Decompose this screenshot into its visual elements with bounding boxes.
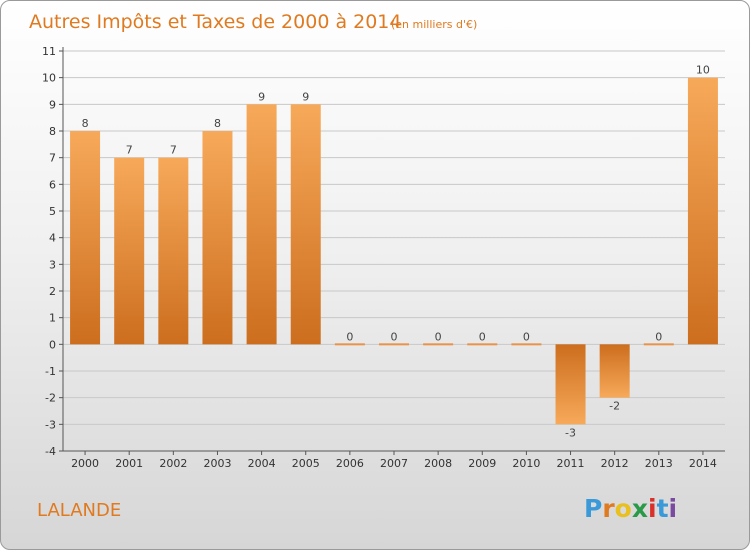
data-label: 0 xyxy=(479,330,486,343)
bar xyxy=(290,104,321,345)
x-tick-label: 2012 xyxy=(601,457,629,470)
y-tick-label: 7 xyxy=(49,152,56,165)
data-label: -3 xyxy=(565,426,576,439)
y-tick-label: -1 xyxy=(45,365,56,378)
x-tick-label: 2014 xyxy=(689,457,717,470)
logo-letter: P xyxy=(584,494,602,523)
bar xyxy=(555,344,586,425)
data-label: -2 xyxy=(609,400,620,413)
bar xyxy=(158,157,189,345)
data-label: 0 xyxy=(523,330,530,343)
y-tick-label: 0 xyxy=(49,338,56,351)
data-label: 7 xyxy=(170,144,177,157)
y-tick-label: -2 xyxy=(45,392,56,405)
y-tick-label: -3 xyxy=(45,418,56,431)
data-label: 0 xyxy=(655,330,662,343)
x-tick-label: 2002 xyxy=(159,457,187,470)
data-label: 9 xyxy=(302,90,309,103)
x-tick-label: 2011 xyxy=(557,457,585,470)
data-labels: 8 7 7 8 9 9 0 0 0 0 0 -3 -2 0 10 xyxy=(82,64,710,440)
x-tick-label: 2007 xyxy=(380,457,408,470)
data-label: 0 xyxy=(346,330,353,343)
bar xyxy=(202,131,233,345)
x-tick-label: 2006 xyxy=(336,457,364,470)
data-label: 0 xyxy=(391,330,398,343)
axes xyxy=(59,47,725,455)
y-tick-label: 11 xyxy=(42,45,56,58)
x-tick-label: 2005 xyxy=(292,457,320,470)
proxiti-logo: Proxiti xyxy=(584,494,677,523)
x-tick-label: 2000 xyxy=(71,457,99,470)
data-label: 8 xyxy=(214,117,221,130)
bar xyxy=(643,343,674,346)
logo-letter: i xyxy=(648,494,657,523)
x-tick-label: 2004 xyxy=(248,457,276,470)
logo-letter: t xyxy=(657,494,669,523)
data-label: 7 xyxy=(126,144,133,157)
y-tick-label: 9 xyxy=(49,98,56,111)
location-label: LALANDE xyxy=(37,500,121,521)
bar xyxy=(467,343,498,346)
y-tick-label: 5 xyxy=(49,205,56,218)
bar xyxy=(511,343,542,346)
y-tick-label: 2 xyxy=(49,285,56,298)
x-tick-label: 2013 xyxy=(645,457,673,470)
logo-letter: i xyxy=(669,494,678,523)
bar xyxy=(599,344,630,398)
y-tick-label: 4 xyxy=(49,232,56,245)
data-label: 9 xyxy=(258,90,265,103)
logo-letter: x xyxy=(632,494,648,523)
x-tick-label: 2008 xyxy=(424,457,452,470)
x-tick-label: 2001 xyxy=(115,457,143,470)
y-tick-label: 8 xyxy=(49,125,56,138)
y-tick-label: -4 xyxy=(45,445,56,458)
x-tick-label: 2010 xyxy=(512,457,540,470)
bar xyxy=(114,157,145,345)
y-tick-label: 6 xyxy=(49,178,56,191)
y-tick-label: 10 xyxy=(42,72,56,85)
bar xyxy=(70,131,101,345)
x-tick-label: 2009 xyxy=(468,457,496,470)
bar xyxy=(423,343,454,346)
chart-title: Autres Impôts et Taxes de 2000 à 2014 xyxy=(29,11,402,33)
bars xyxy=(70,77,718,425)
bar xyxy=(334,343,365,346)
x-tick-label: 2003 xyxy=(203,457,231,470)
chart-unit: (en milliers d'€) xyxy=(391,18,477,31)
y-tick-label: 1 xyxy=(49,312,56,325)
logo-letter: r xyxy=(602,494,615,523)
x-tick-labels: 2000 2001 2002 2003 2004 2005 2006 2007 2008 2009… xyxy=(71,457,717,470)
data-label: 0 xyxy=(435,330,442,343)
logo-letter: o xyxy=(615,494,632,523)
bar xyxy=(246,104,277,345)
data-label: 10 xyxy=(696,64,710,77)
data-label: 8 xyxy=(82,117,89,130)
bar xyxy=(379,343,409,346)
y-tick-label: 3 xyxy=(49,258,56,271)
bar xyxy=(687,77,718,345)
